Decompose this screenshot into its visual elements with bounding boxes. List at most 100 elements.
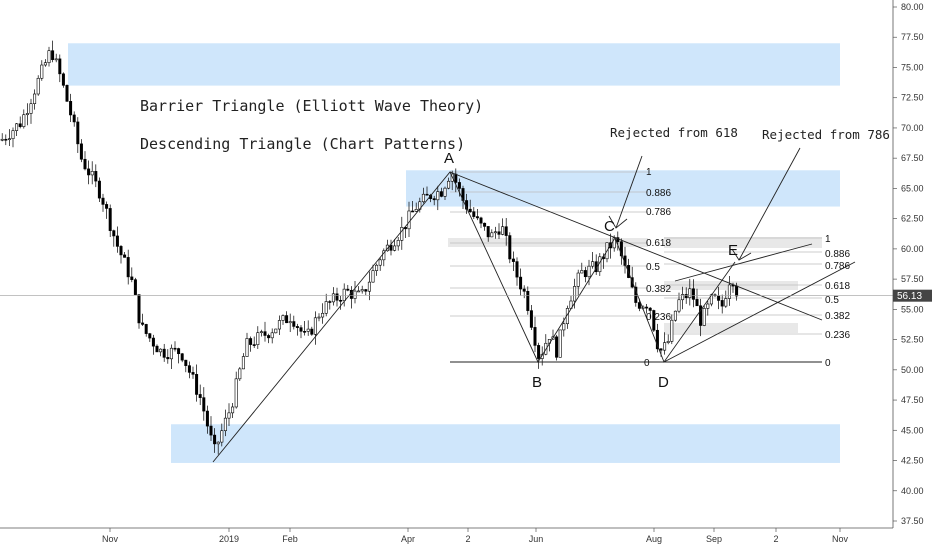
candle-up xyxy=(306,328,310,332)
candle-down xyxy=(69,101,73,116)
wave-path xyxy=(212,171,736,463)
wave-label-b: B xyxy=(532,374,542,391)
candle-up xyxy=(15,123,19,131)
candle-down xyxy=(151,337,155,347)
candle-down xyxy=(213,434,217,445)
candle-up xyxy=(681,294,685,301)
candle-down xyxy=(105,204,109,209)
fib-right-1: 1 xyxy=(825,234,831,245)
candle-up xyxy=(375,264,379,271)
candle-down xyxy=(123,254,127,258)
candle-down xyxy=(155,345,159,353)
candle-up xyxy=(47,50,51,63)
x-tick-label: Nov xyxy=(102,534,119,544)
fib-bands xyxy=(448,237,822,333)
candle-up xyxy=(7,138,11,141)
candle-up xyxy=(490,232,494,238)
candle-down xyxy=(483,222,487,227)
candle-up xyxy=(256,332,260,345)
candle-up xyxy=(396,240,400,247)
candle-down xyxy=(94,171,98,182)
candle-up xyxy=(220,430,224,443)
candle-down xyxy=(637,302,641,309)
zone-lower xyxy=(171,424,840,463)
fib-right-0382: 0.382 xyxy=(825,311,850,322)
candle-down xyxy=(526,290,530,311)
fib-labels-right: 1 0.886 0.786 0.618 0.5 0.382 0.236 0 xyxy=(825,234,850,369)
candle-up xyxy=(443,187,447,197)
y-tick-label: 62.50 xyxy=(901,214,924,224)
candle-down xyxy=(468,208,472,212)
title-line-1: Barrier Triangle (Elliott Wave Theory) xyxy=(140,97,483,115)
wave-label-a: A xyxy=(444,150,454,167)
candle-up xyxy=(342,288,346,302)
candle-down xyxy=(691,288,695,300)
candle-down xyxy=(684,294,688,298)
candle-down xyxy=(508,235,512,260)
candle-down xyxy=(486,226,490,238)
candle-down xyxy=(346,288,350,291)
candle-down xyxy=(475,216,479,219)
candle-down xyxy=(198,394,202,398)
candle-up xyxy=(331,293,335,303)
fib-band-right-618 xyxy=(664,281,798,290)
candle-up xyxy=(234,378,238,408)
candle-down xyxy=(699,305,703,326)
x-tick-label: Jun xyxy=(529,534,544,544)
rejected-786-label: Rejected from 786 xyxy=(762,127,890,142)
candle-down xyxy=(173,347,177,350)
candles-layer xyxy=(0,40,739,455)
candle-down xyxy=(285,315,289,324)
candle-down xyxy=(76,121,80,145)
candle-down xyxy=(112,230,116,237)
candle-down xyxy=(389,244,393,251)
candle-up xyxy=(587,265,591,278)
candle-down xyxy=(187,365,191,373)
candle-up xyxy=(666,341,670,343)
y-tick-label: 55.00 xyxy=(901,304,924,314)
candle-up xyxy=(436,191,440,201)
candle-down xyxy=(144,324,148,334)
candle-down xyxy=(4,138,8,141)
candle-up xyxy=(501,226,505,235)
zone-upper xyxy=(68,43,840,86)
fib-left-0886: 0.886 xyxy=(646,188,671,199)
candle-up xyxy=(43,62,47,66)
candle-down xyxy=(299,327,303,332)
candle-down xyxy=(529,310,533,328)
x-tick-label: Apr xyxy=(401,534,415,544)
candle-up xyxy=(573,286,577,302)
candle-up xyxy=(245,338,249,357)
candle-up xyxy=(324,301,328,314)
wave-label-e: E xyxy=(728,242,738,259)
candle-down xyxy=(119,246,123,256)
candle-down xyxy=(648,307,652,311)
fib-right-05: 0.5 xyxy=(825,295,839,306)
candle-up xyxy=(231,406,235,414)
candle-down xyxy=(720,300,724,307)
candle-down xyxy=(263,331,267,336)
x-tick-label: Feb xyxy=(282,534,298,544)
wave-label-c: C xyxy=(604,218,615,235)
candle-up xyxy=(22,114,26,127)
candle-down xyxy=(695,299,699,307)
candle-down xyxy=(180,353,184,361)
candle-up xyxy=(169,347,173,360)
y-axis-ticks: 80.00 77.50 75.00 72.50 70.00 67.50 65.00 62.50… xyxy=(893,2,924,526)
candle-up xyxy=(576,272,580,287)
candle-up xyxy=(558,329,562,358)
x-axis-ticks: Nov 2019 Feb Apr 2 Jun Aug Sep 2 Nov xyxy=(102,528,848,544)
candle-down xyxy=(115,235,119,247)
candle-up xyxy=(360,289,364,292)
wave-labels: A B C D E xyxy=(444,150,738,391)
candle-down xyxy=(126,257,130,278)
fib-left-0: 0 xyxy=(644,358,650,369)
candle-up xyxy=(0,138,4,141)
candle-up xyxy=(357,290,361,293)
candle-down xyxy=(533,327,537,346)
lower-triangle-line xyxy=(663,261,856,363)
candle-up xyxy=(274,328,278,334)
candle-up xyxy=(25,113,29,116)
candle-up xyxy=(724,298,728,307)
